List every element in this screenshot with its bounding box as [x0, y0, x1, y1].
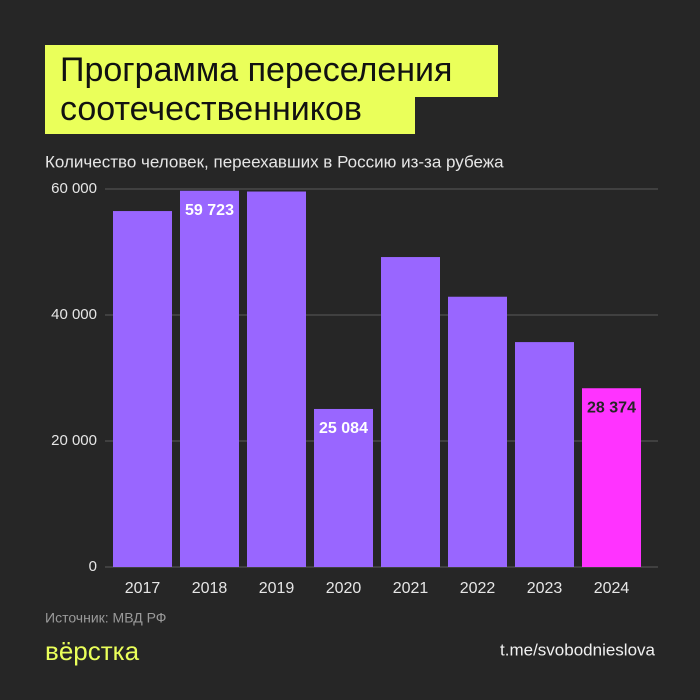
x-tick-label: 2020: [326, 580, 362, 597]
value-label: 25 084: [319, 420, 368, 437]
y-tick-label: 0: [89, 558, 97, 575]
bar: [582, 388, 641, 567]
source: Источник: МВД РФ: [45, 610, 166, 626]
bar: [314, 408, 373, 567]
x-tick-label: 2018: [192, 580, 228, 597]
x-tick-label: 2023: [527, 580, 563, 597]
logo: вёрстка: [45, 636, 140, 666]
subtitle: Количество человек, переехавших в Россию…: [45, 152, 504, 171]
chart-title: Программа переселения: [60, 51, 452, 89]
x-tick-label: 2021: [393, 580, 429, 597]
y-tick-label: 20 000: [51, 432, 97, 449]
bar: [113, 211, 172, 568]
y-tick-label: 60 000: [51, 180, 97, 197]
x-tick-label: 2022: [460, 580, 496, 597]
bar: [381, 257, 440, 567]
title-box: [45, 90, 415, 134]
value-label: 59 723: [185, 202, 234, 219]
x-tick-label: 2024: [594, 580, 630, 597]
y-tick-label: 40 000: [51, 306, 97, 323]
value-label: 28 374: [587, 399, 636, 416]
title-box: [45, 45, 498, 97]
bar: [180, 190, 239, 567]
x-tick-label: 2017: [125, 580, 161, 597]
bar: [247, 191, 306, 567]
bar: [515, 342, 574, 567]
x-tick-label: 2019: [259, 580, 295, 597]
bar: [448, 296, 507, 567]
link[interactable]: t.me/svobodnieslova: [500, 640, 656, 659]
chart-title: соотечественников: [60, 90, 362, 128]
